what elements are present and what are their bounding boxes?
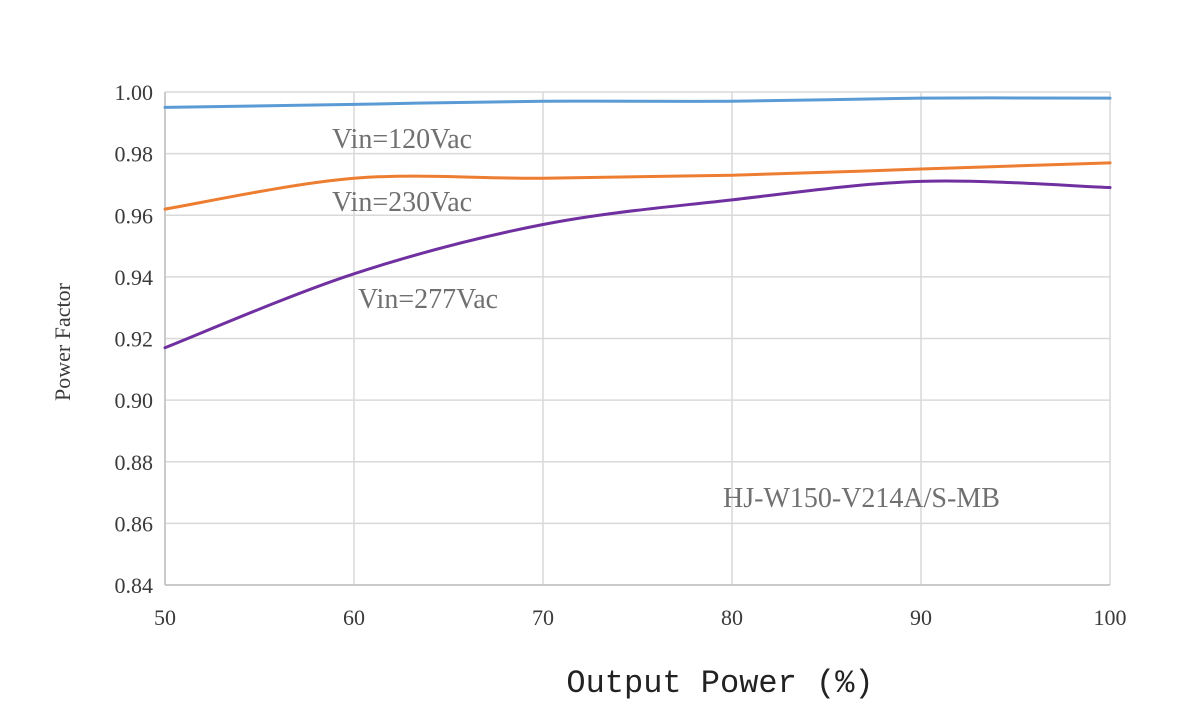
y-tick-label: 0.86 xyxy=(115,511,154,536)
series-label-120vac: Vin=120Vac xyxy=(332,124,472,155)
series-line-1 xyxy=(163,161,1112,211)
x-tick-label: 50 xyxy=(154,605,176,630)
labels: Vin=120Vac Vin=230Vac Vin=277Vac HJ-W150… xyxy=(50,124,1000,702)
y-tick-label: 1.00 xyxy=(115,80,154,105)
y-tick-label: 0.96 xyxy=(115,203,154,228)
grid xyxy=(164,91,1111,586)
axes: 0.84 0.86 0.88 0.90 0.92 0.94 0.96 0.98 1.00 50 60… xyxy=(115,80,1127,630)
y-tick-label: 0.92 xyxy=(115,327,154,352)
x-axis-label: Output Power (%) xyxy=(566,665,873,702)
x-tick-label: 80 xyxy=(721,605,743,630)
series-line-2 xyxy=(163,179,1112,350)
x-tick-label: 60 xyxy=(343,605,365,630)
y-tick-label: 0.94 xyxy=(115,265,154,290)
y-tick-label: 0.88 xyxy=(115,450,154,475)
series-label-277vac: Vin=277Vac xyxy=(358,284,498,315)
series-lines xyxy=(163,96,1112,350)
series-line-0 xyxy=(163,96,1112,109)
series-label-230vac: Vin=230Vac xyxy=(332,187,472,218)
x-tick-label: 100 xyxy=(1094,605,1127,630)
x-tick-label: 70 xyxy=(532,605,554,630)
y-tick-label: 0.90 xyxy=(115,388,154,413)
model-annotation: HJ-W150-V214A/S-MB xyxy=(723,483,1000,514)
x-tick-label: 90 xyxy=(910,605,932,630)
y-axis-label: Power Factor xyxy=(50,282,75,401)
y-tick-label: 0.84 xyxy=(115,573,154,598)
y-tick-label: 0.98 xyxy=(115,142,154,167)
